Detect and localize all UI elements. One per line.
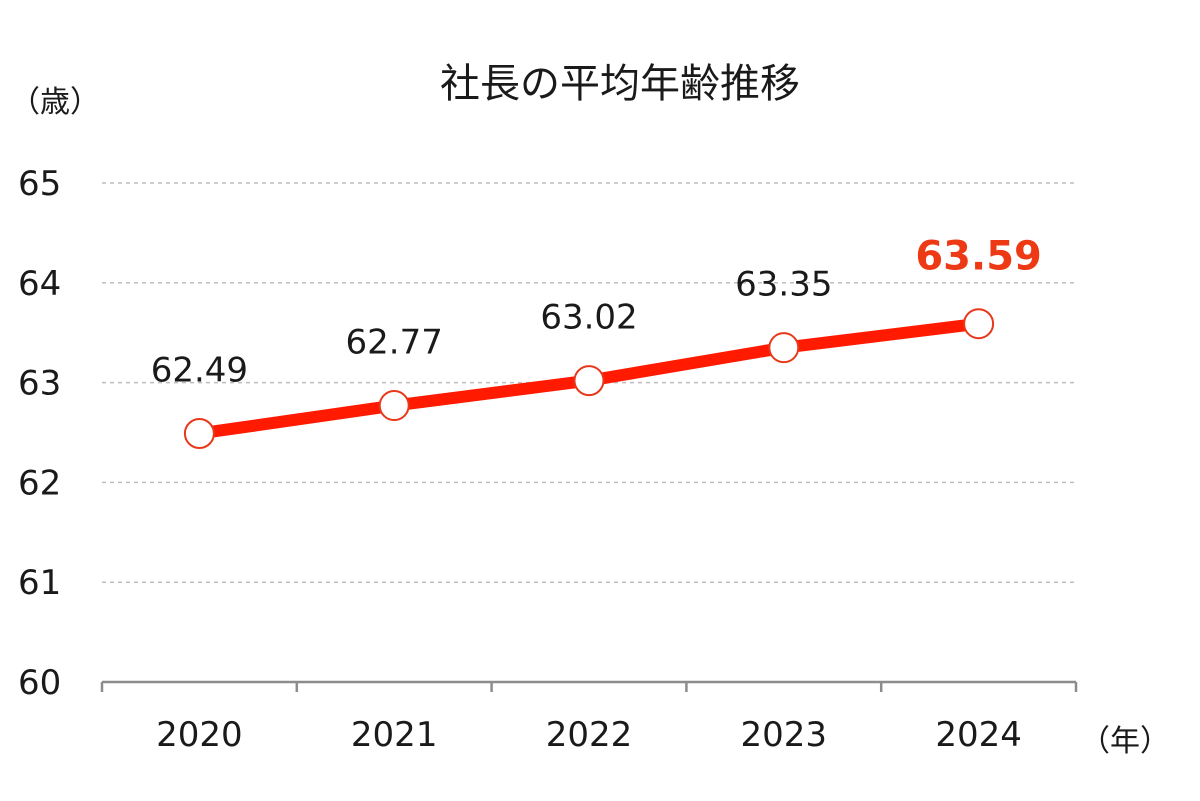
data-label: 63.35 [735,265,832,305]
data-point-marker [573,365,605,397]
y-tick-label: 62 [18,463,61,503]
gridlines [102,182,1076,583]
data-labels: 62.49 62.77 63.02 63.35 63.59 [151,234,1042,391]
y-axis-ticks: 60 61 62 63 64 65 [18,164,61,703]
data-label: 62.49 [151,350,248,390]
x-axis [100,680,1078,692]
data-label-highlight: 63.59 [915,234,1042,280]
x-tick-label: 2023 [741,715,828,755]
y-tick-label: 60 [18,663,61,703]
data-label: 62.77 [346,323,443,363]
chart-title: 社長の平均年齢推移 [440,61,800,107]
data-point-marker [378,390,410,422]
x-tick-label: 2024 [935,715,1022,755]
data-point-marker [768,332,800,364]
y-tick-label: 65 [18,164,61,204]
y-axis-unit-label: （歳） [10,85,100,120]
x-tick-label: 2022 [546,715,633,755]
x-tick-label: 2021 [351,715,438,755]
data-point-marker [183,417,215,449]
series-markers [183,308,995,449]
y-tick-label: 61 [18,563,61,603]
x-axis-ticks: 2020 2021 2022 2023 2024 [156,715,1022,755]
data-point-marker [963,308,995,340]
y-tick-label: 64 [18,264,61,304]
data-label: 63.02 [540,298,637,338]
x-axis-unit-label: （年） [1080,724,1170,759]
x-tick-label: 2020 [156,715,243,755]
y-tick-label: 63 [18,364,61,404]
